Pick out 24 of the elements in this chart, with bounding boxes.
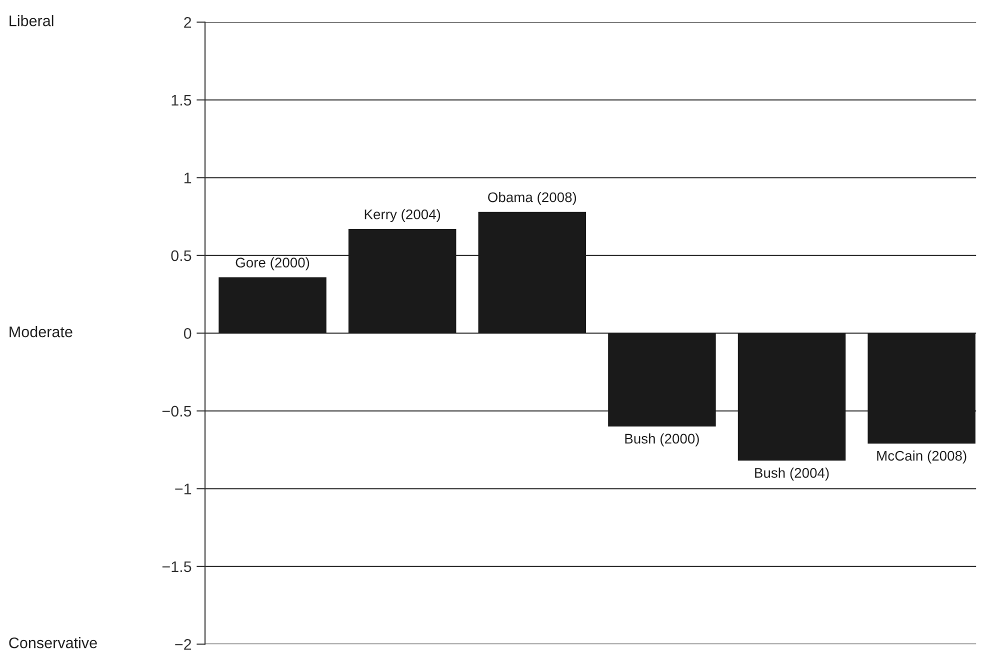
bar — [348, 228, 456, 334]
bar — [478, 212, 586, 334]
text: Liberal — [10, 15, 54, 26]
y-tick-label: 0 — [184, 328, 192, 339]
x-tick-label: Obama (2008) — [488, 192, 576, 205]
bar — [608, 333, 716, 426]
y-tick-label: −1 — [175, 484, 192, 494]
bar — [868, 333, 976, 444]
x-tick-label: Bush (2000) — [625, 433, 699, 446]
y-tick-label: 1 — [184, 172, 192, 184]
x-tick-label: Bush (2004) — [755, 468, 829, 481]
text: Moderate — [10, 326, 72, 338]
y-tick-label: −0.5 — [162, 406, 192, 417]
y-tick-label: −2 — [175, 639, 192, 650]
y-tick-label: 2 — [184, 17, 192, 28]
x-tick-label: Kerry (2004) — [364, 209, 440, 222]
x-tick-label: McCain (2008) — [877, 450, 966, 464]
y-tick-label: 0.5 — [171, 250, 192, 262]
x-tick-label: Gore (2000) — [236, 257, 310, 270]
y-tick-label: 1.5 — [172, 94, 192, 106]
text: Conservative — [9, 637, 97, 648]
bar — [218, 277, 326, 334]
bar — [738, 333, 846, 461]
y-tick-label: −1.5 — [162, 561, 192, 572]
